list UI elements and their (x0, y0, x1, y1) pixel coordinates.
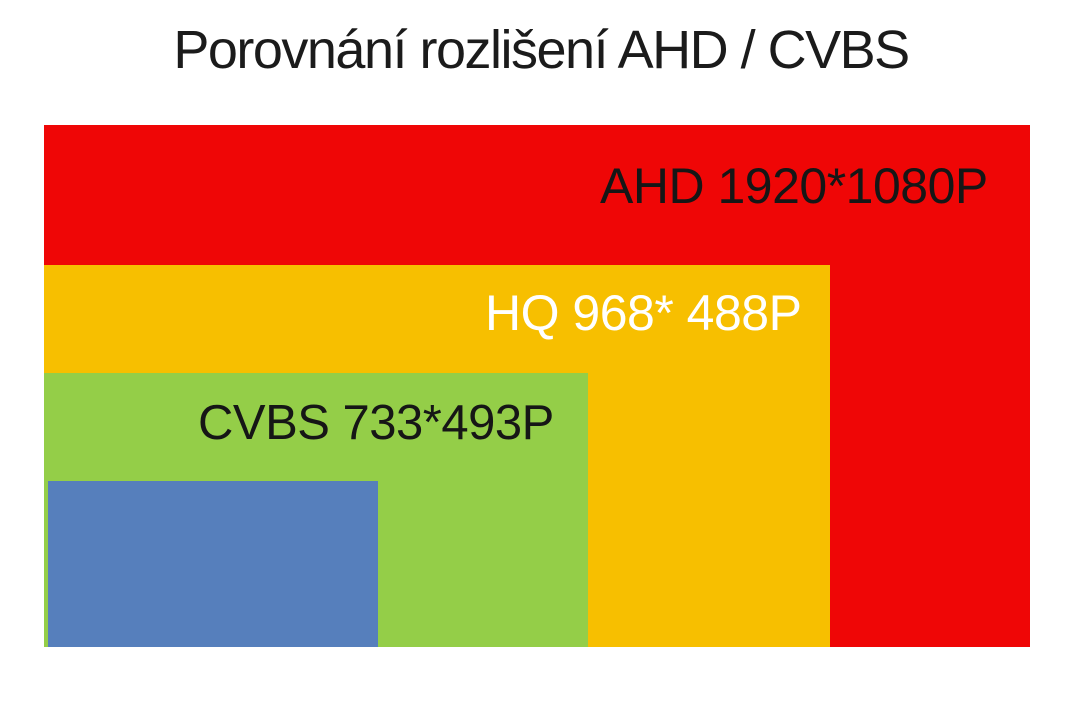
smallest-unlabeled-rectangle (48, 481, 378, 647)
ahd-label: AHD 1920*1080P (600, 158, 988, 214)
cvbs-label: CVBS 733*493P (198, 396, 554, 450)
hq-label: HQ 968* 488P (485, 285, 802, 341)
diagram-title: Porovnání rozlišení AHD / CVBS (173, 20, 910, 80)
